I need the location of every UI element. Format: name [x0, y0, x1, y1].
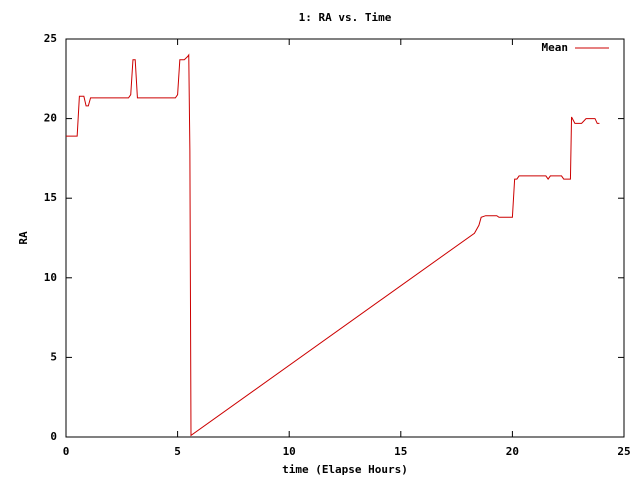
y-tick-label: 20: [44, 112, 57, 125]
x-axis-label: time (Elapse Hours): [282, 463, 408, 476]
y-tick-label: 25: [44, 32, 57, 45]
y-tick-label: 15: [44, 191, 57, 204]
x-tick-label: 5: [174, 445, 181, 458]
y-tick-label: 5: [50, 350, 57, 363]
x-tick-label: 20: [506, 445, 519, 458]
chart-title: 1: RA vs. Time: [299, 11, 392, 24]
y-tick-label: 0: [50, 430, 57, 443]
legend-label: Mean: [542, 41, 569, 54]
x-tick-label: 15: [394, 445, 407, 458]
plot-frame: [65, 38, 625, 438]
y-tick-label: 10: [44, 271, 57, 284]
x-tick-label: 25: [617, 445, 630, 458]
x-tick-label: 0: [63, 445, 70, 458]
data-line: [66, 53, 600, 437]
x-tick-label: 10: [283, 445, 296, 458]
y-axis-label: RA: [17, 231, 30, 245]
